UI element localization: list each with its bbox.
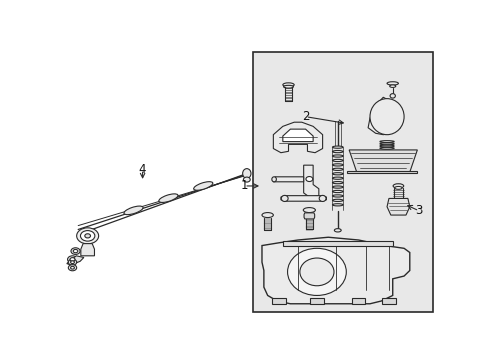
Text: 4: 4: [139, 163, 146, 176]
Ellipse shape: [243, 177, 250, 182]
Ellipse shape: [332, 150, 343, 153]
Ellipse shape: [68, 259, 77, 265]
Ellipse shape: [332, 155, 343, 157]
Ellipse shape: [332, 181, 343, 184]
Ellipse shape: [394, 186, 401, 189]
Polygon shape: [348, 150, 416, 172]
Polygon shape: [262, 237, 409, 304]
Polygon shape: [304, 213, 314, 219]
Ellipse shape: [159, 194, 178, 202]
Polygon shape: [273, 177, 303, 182]
Ellipse shape: [193, 182, 212, 190]
Bar: [381, 298, 395, 304]
Ellipse shape: [70, 261, 74, 264]
Ellipse shape: [332, 177, 343, 179]
Ellipse shape: [70, 258, 75, 261]
Ellipse shape: [332, 173, 343, 175]
Ellipse shape: [67, 256, 77, 263]
Ellipse shape: [68, 265, 77, 271]
Polygon shape: [280, 195, 326, 201]
Ellipse shape: [242, 168, 250, 178]
Polygon shape: [386, 198, 409, 215]
Ellipse shape: [71, 248, 80, 255]
Ellipse shape: [77, 228, 99, 244]
Ellipse shape: [389, 85, 395, 87]
Ellipse shape: [332, 190, 343, 193]
Polygon shape: [367, 97, 401, 135]
Ellipse shape: [303, 208, 315, 212]
Ellipse shape: [332, 204, 343, 206]
Polygon shape: [81, 244, 94, 256]
Bar: [309, 298, 323, 304]
Ellipse shape: [299, 258, 333, 286]
Ellipse shape: [332, 146, 343, 148]
Ellipse shape: [282, 83, 294, 87]
Ellipse shape: [386, 82, 398, 85]
Ellipse shape: [84, 234, 90, 238]
Bar: [351, 298, 365, 304]
Polygon shape: [282, 129, 312, 141]
Ellipse shape: [73, 249, 78, 253]
Bar: [272, 298, 285, 304]
Ellipse shape: [70, 266, 74, 269]
Bar: [252, 51, 432, 312]
Ellipse shape: [271, 177, 276, 182]
Ellipse shape: [283, 85, 293, 88]
Text: 2: 2: [301, 110, 309, 123]
Bar: [282, 240, 392, 246]
Text: 3: 3: [415, 204, 422, 217]
Polygon shape: [303, 165, 318, 197]
Ellipse shape: [305, 176, 312, 181]
Ellipse shape: [319, 195, 325, 202]
Text: 1: 1: [240, 179, 247, 193]
Ellipse shape: [262, 212, 273, 217]
Polygon shape: [67, 256, 84, 265]
Ellipse shape: [123, 206, 143, 215]
Ellipse shape: [281, 195, 287, 202]
Ellipse shape: [332, 164, 343, 166]
Ellipse shape: [332, 199, 343, 202]
Ellipse shape: [392, 184, 403, 188]
Polygon shape: [273, 122, 322, 153]
Ellipse shape: [332, 195, 343, 197]
Ellipse shape: [369, 99, 403, 135]
Ellipse shape: [334, 229, 341, 232]
Ellipse shape: [332, 159, 343, 162]
Bar: [346, 171, 417, 174]
Ellipse shape: [389, 94, 395, 98]
Ellipse shape: [81, 231, 95, 241]
Ellipse shape: [287, 248, 346, 296]
Ellipse shape: [332, 186, 343, 188]
Ellipse shape: [332, 168, 343, 170]
